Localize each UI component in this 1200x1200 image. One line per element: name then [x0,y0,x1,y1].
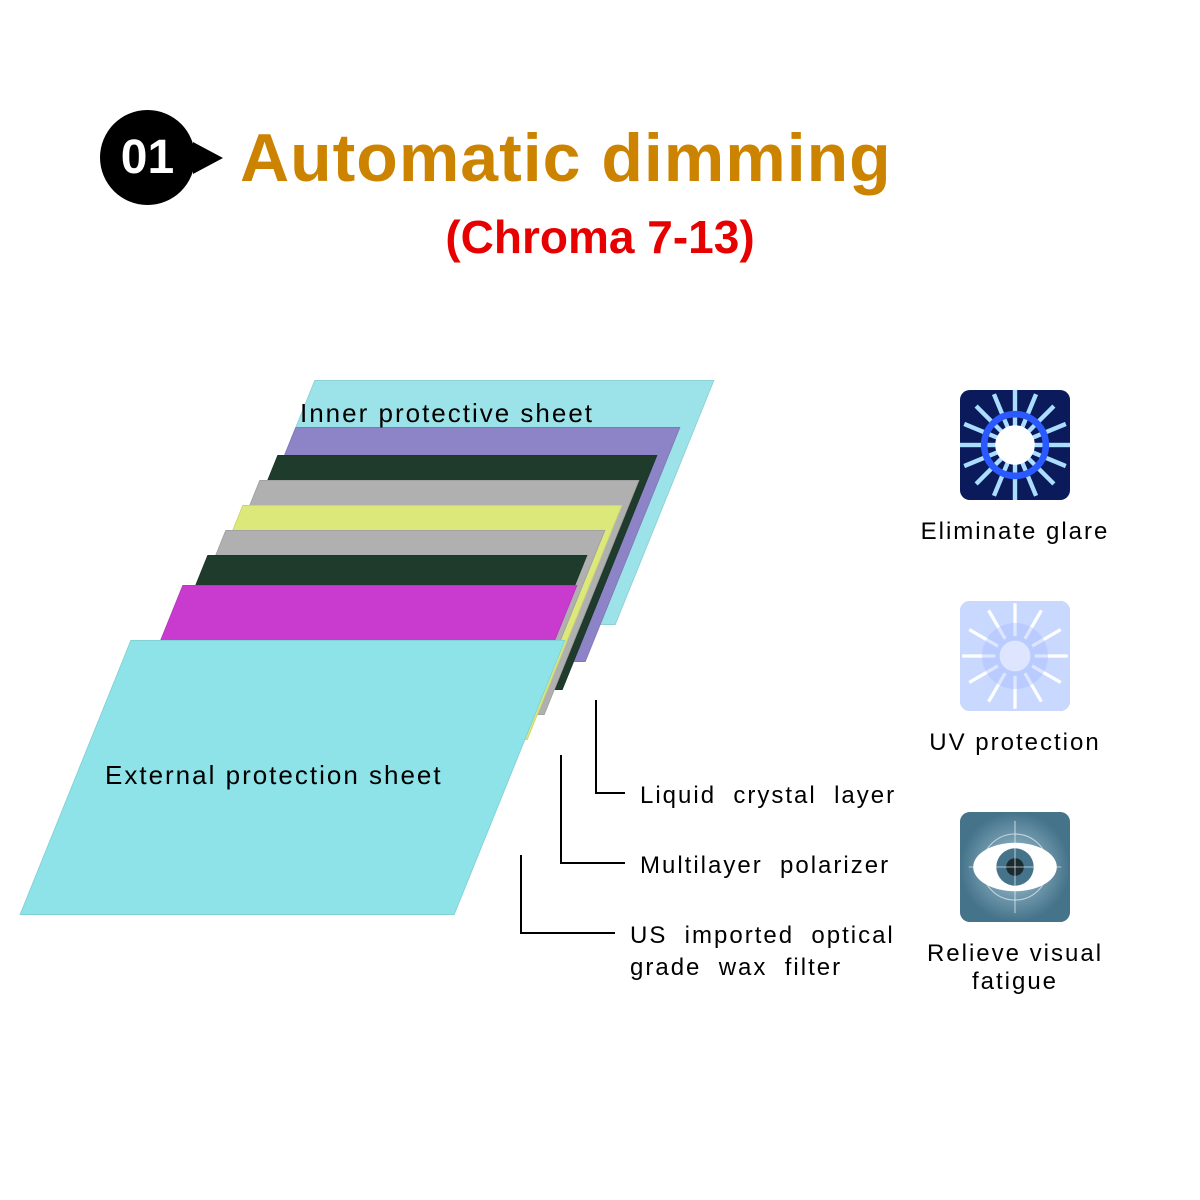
callout-line [560,862,625,864]
callout-line [595,700,597,792]
uv-icon [960,601,1070,711]
features-sidebar: Eliminate glare UV protection Relieve visu… [885,390,1145,996]
badge-arrow-icon [193,142,223,174]
callout-line [560,755,562,862]
callout-label: US imported optical grade wax filter [630,920,895,985]
callout-label: Multilayer polarizer [640,850,890,882]
feature-label: UV protection [929,729,1100,757]
section-number: 01 [121,130,174,185]
feature-item: UV protection [929,601,1100,757]
feature-item: Eliminate glare [921,390,1110,546]
external-sheet-label: External protection sheet [105,760,443,791]
header: 01 Automatic dimming [100,110,1150,205]
inner-sheet-label: Inner protective sheet [300,398,594,429]
subtitle: (Chroma 7-13) [0,210,1200,264]
main-title: Automatic dimming [240,119,892,197]
callout-line [520,932,615,934]
section-number-badge: 01 [100,110,195,205]
eye-icon [960,812,1070,922]
glare-icon [960,390,1070,500]
feature-label: Eliminate glare [921,518,1110,546]
feature-label: Relieve visual fatigue [885,940,1145,996]
callout-line [520,855,522,932]
callout-line [595,792,625,794]
feature-item: Relieve visual fatigue [885,812,1145,996]
callout-label: Liquid crystal layer [640,780,896,812]
layers-diagram: Inner protective sheet External protectio… [60,380,700,940]
